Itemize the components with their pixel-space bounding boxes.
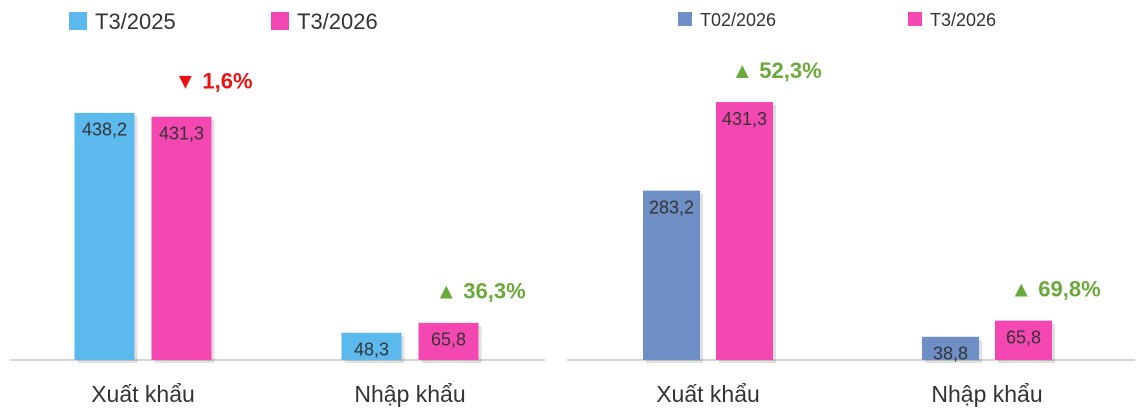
legend-swatch <box>271 12 289 30</box>
x-tick-label: Nhập khẩu <box>354 381 465 407</box>
bar <box>418 322 479 360</box>
bar <box>643 190 700 360</box>
value-label: 431,3 <box>722 109 767 129</box>
annotation: ▼ 1,6% <box>174 69 252 94</box>
x-tick-label: Xuất khẩu <box>656 381 760 407</box>
value-label: 438,2 <box>82 120 127 140</box>
x-tick-label: Xuất khẩu <box>91 381 195 407</box>
bar <box>341 332 402 360</box>
value-label: 431,3 <box>159 123 204 143</box>
legend-label: T02/2026 <box>700 10 776 30</box>
legend-swatch <box>678 12 692 26</box>
annotation: ▲ 69,8% <box>1010 276 1100 301</box>
value-label: 38,8 <box>933 344 968 364</box>
legend-swatch <box>908 12 922 26</box>
legend-label: T3/2026 <box>930 10 996 30</box>
value-label: 283,2 <box>649 197 694 217</box>
bar <box>922 336 979 360</box>
legend-swatch <box>69 12 87 30</box>
bar <box>995 320 1052 360</box>
value-label: 48,3 <box>354 340 389 360</box>
annotation: ▲ 52,3% <box>731 58 821 83</box>
annotation: ▲ 36,3% <box>435 279 525 304</box>
bar <box>74 112 135 361</box>
value-label: 65,8 <box>431 330 466 350</box>
value-label: 65,8 <box>1006 327 1041 347</box>
bar <box>716 102 773 360</box>
bar <box>151 116 212 361</box>
legend-label: T3/2026 <box>297 9 378 34</box>
legend-label: T3/2025 <box>95 9 176 34</box>
x-tick-label: Nhập khẩu <box>931 381 1042 407</box>
